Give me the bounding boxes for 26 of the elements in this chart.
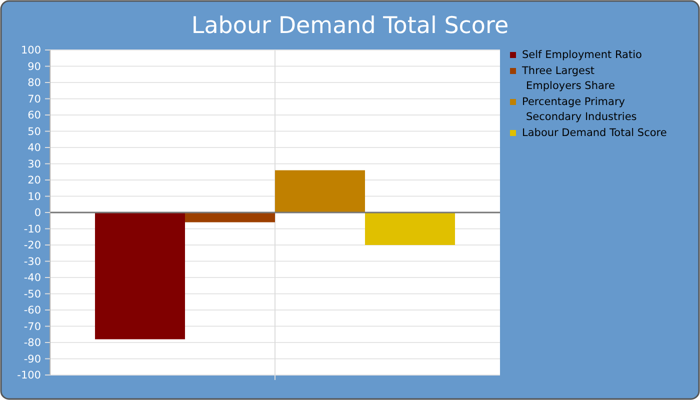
y-tick-label: -40 xyxy=(24,272,41,284)
y-tick-label: -50 xyxy=(24,288,41,300)
y-tick-label: 100 xyxy=(20,44,41,57)
y-tick-label: -100 xyxy=(17,370,41,382)
y-tick-label: -20 xyxy=(24,240,41,252)
y-tick-label: 30 xyxy=(28,158,41,170)
legend-label: Labour Demand Total Score xyxy=(522,127,667,139)
legend-label: Percentage Primary Secondary Industries xyxy=(522,96,637,123)
y-tick-label: 0 xyxy=(34,207,41,220)
y-tick-label: 70 xyxy=(28,93,41,106)
chart-title: Labour Demand Total Score xyxy=(191,13,509,39)
y-tick-label: 40 xyxy=(28,142,41,154)
y-tick-label: -10 xyxy=(24,223,41,236)
y-tick-label: 80 xyxy=(28,77,41,90)
y-tick-label: 50 xyxy=(28,126,41,138)
y-tick-label: 20 xyxy=(28,174,41,187)
y-tick-label: -60 xyxy=(24,304,41,317)
y-tick-label: -80 xyxy=(24,337,41,350)
y-tick-label: -90 xyxy=(24,353,41,366)
legend-label: Three Largest Employers Share xyxy=(521,65,615,92)
y-tick-label: -70 xyxy=(24,320,41,333)
y-tick-label: -30 xyxy=(24,256,41,268)
y-tick-label: 60 xyxy=(28,110,41,122)
legend-label: Self Employment Ratio xyxy=(522,49,642,61)
y-tick-label: 10 xyxy=(28,190,41,203)
y-tick-label: 90 xyxy=(28,60,41,73)
